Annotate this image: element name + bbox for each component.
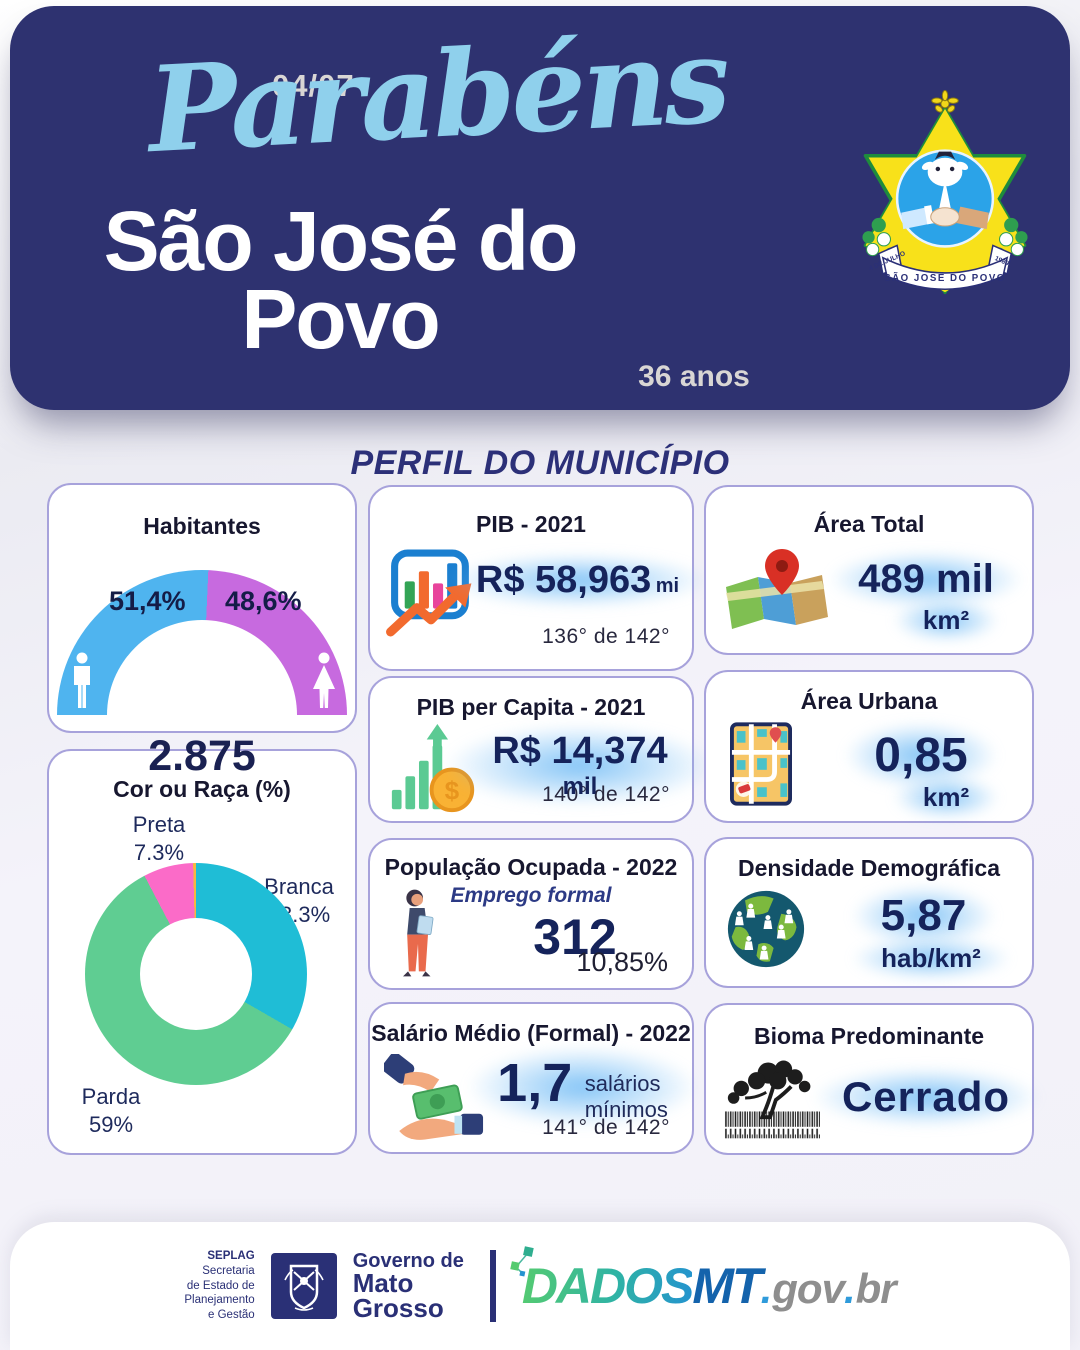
header-banner: 04/07 Parabéns São José do Povo 36 anos xyxy=(10,6,1070,410)
brand-gov: gov xyxy=(772,1265,845,1312)
crest-flower xyxy=(931,90,959,113)
area-urbana-unit-row: km² xyxy=(866,782,1026,813)
crest-cotton-right xyxy=(992,217,1028,260)
parda-label: Parda 59% xyxy=(81,1084,141,1137)
habitantes-title: Habitantes xyxy=(143,513,261,539)
area-urbana-title: Área Urbana xyxy=(800,688,938,714)
densidade-title: Densidade Demográfica xyxy=(737,855,1001,881)
pib-value: R$ 58,963 xyxy=(475,559,652,601)
area-total-unit-row: km² xyxy=(866,605,1026,636)
salario-unit-line2: mínimos xyxy=(584,1096,668,1122)
footer-divider xyxy=(489,1250,496,1322)
salario-title: Salário Médio (Formal) - 2022 xyxy=(371,1020,691,1046)
mt-shield-icon xyxy=(283,1264,324,1311)
area-urbana-card: Área Urbana 0,85 km² xyxy=(704,670,1034,823)
preta-label: Preta 7.3% xyxy=(132,812,186,865)
pib-per-capita-rank: 140° de 142° xyxy=(542,783,670,806)
greeting-script: Parabéns xyxy=(144,10,730,180)
race-donut-chart xyxy=(85,863,307,1085)
male-icon xyxy=(74,652,90,708)
populacao-ocupada-card: População Ocupada - 2022 Emprego formal … xyxy=(368,838,694,990)
network-nodes-icon xyxy=(510,1246,534,1277)
densidade-value-row: 5,87 xyxy=(821,891,1026,941)
densidade-unit: hab/km² xyxy=(881,943,981,973)
map-pin-icon xyxy=(726,549,828,629)
cerrado-tree-icon xyxy=(724,1060,820,1139)
footer-bar: SEPLAG Secretaria de Estado de Planejame… xyxy=(10,1222,1070,1350)
pib-per-capita-card: PIB per Capita - 2021 $ R$ 14,374 mil 14… xyxy=(368,676,694,823)
mato-grosso-crest-logo xyxy=(270,1253,337,1319)
ocupada-percentage: 10,85% xyxy=(576,947,668,977)
salario-value: 1,7 xyxy=(497,1053,573,1113)
female-icon xyxy=(313,652,335,708)
pib-per-capita-unit: mil xyxy=(562,773,598,800)
densidade-unit-row: hab/km² xyxy=(836,943,1026,974)
populacao-ocupada-title: População Ocupada - 2022 xyxy=(384,854,678,880)
brand-dados: DADOS xyxy=(521,1258,695,1314)
anniversary-date: 04/07 xyxy=(272,68,355,103)
pib-per-capita-value: R$ 14,374 xyxy=(492,730,668,772)
municipal-crest-icon: 4 DE JULHO 1989 SÃO JOSÉ DO POVO xyxy=(862,90,1028,295)
salario-value-row: 1,7 salários mínimos xyxy=(480,1052,685,1122)
bioma-card: Bioma Predominante Cerrado xyxy=(704,1003,1034,1155)
emprego-formal-subtitle: Emprego formal xyxy=(450,884,612,907)
pib-value-row: R$ 58,963 mi xyxy=(470,559,685,602)
bioma-value: Cerrado xyxy=(841,1073,1011,1120)
area-total-card: Área Total 489 mil km² xyxy=(704,485,1034,655)
section-title: PERFIL DO MUNICÍPIO xyxy=(350,444,730,482)
habitantes-card: Habitantes 51,4% 48,6% 2.875 xyxy=(47,483,357,780)
area-urbana-unit: km² xyxy=(922,782,970,812)
crest-handshake xyxy=(901,205,989,230)
densidade-card: Densidade Demográfica 5,87 ha xyxy=(704,837,1034,988)
crest-banner-text: SÃO JOSÉ DO POVO xyxy=(884,273,1006,284)
salario-rank: 141° de 142° xyxy=(542,1116,670,1139)
bioma-title: Bioma Predominante xyxy=(753,1023,985,1049)
governo-text: Governo de Mato Grosso xyxy=(352,1249,464,1323)
seplag-text: SEPLAG Secretaria de Estado de Planejame… xyxy=(184,1249,255,1322)
area-total-value-row: 489 mil xyxy=(826,557,1026,602)
brand-br: br xyxy=(855,1265,897,1312)
area-urbana-value: 0,85 xyxy=(874,729,968,782)
pib-unit: mi xyxy=(655,575,680,597)
brand-mt: MT xyxy=(692,1258,762,1314)
densidade-value: 5,87 xyxy=(880,891,967,940)
brand-dot2: . xyxy=(843,1265,856,1312)
bar-chart-growth-icon xyxy=(386,549,472,637)
area-urbana-value-row: 0,85 xyxy=(816,728,1026,783)
pib-card: PIB - 2021 R$ 58,963 mi 136° de 142° xyxy=(368,485,694,671)
municipality-line2: Povo xyxy=(241,272,440,367)
area-total-title: Área Total xyxy=(813,511,925,537)
female-percentage: 48,6% xyxy=(225,586,302,616)
anniversary-years: 36 anos xyxy=(638,360,750,393)
male-percentage: 51,4% xyxy=(109,586,186,616)
woman-clipboard-icon xyxy=(403,889,434,977)
municipality-name: São José do Povo xyxy=(50,194,630,367)
brand-dot1: . xyxy=(760,1265,773,1312)
pib-per-capita-title: PIB per Capita - 2021 xyxy=(416,694,646,720)
ocupada-value-row: 312 xyxy=(475,908,675,966)
cor-raca-card: Cor ou Raça (%) Preta 7.3% Branca 33.3% … xyxy=(47,749,357,1155)
municipality-line1: São José do xyxy=(103,194,579,288)
pib-rank: 136° de 142° xyxy=(542,625,670,648)
donut-hole xyxy=(140,918,252,1030)
dadosmt-logo: DADOSMT.gov.br xyxy=(510,1246,897,1315)
cor-raca-title: Cor ou Raça (%) xyxy=(113,776,291,802)
globe-people-icon xyxy=(727,890,805,968)
area-total-value: 489 mil xyxy=(858,557,994,601)
hand-money-icon xyxy=(384,1054,484,1140)
ocupada-value: 312 xyxy=(533,909,617,965)
footer-logos: SEPLAG Secretaria de Estado de Planejame… xyxy=(10,1222,1070,1350)
pib-title: PIB - 2021 xyxy=(476,511,586,537)
svg-text:$: $ xyxy=(445,776,460,806)
salario-unit-line1: salários xyxy=(584,1071,661,1097)
total-population: 2.875 xyxy=(148,732,256,780)
population-gauge-chart: 51,4% 48,6% 2.875 xyxy=(57,570,347,780)
pib-per-capita-value-row: R$ 14,374 mil xyxy=(475,730,685,801)
bioma-value-row: Cerrado xyxy=(826,1073,1026,1121)
salario-medio-card: Salário Médio (Formal) - 2022 1,7 salári… xyxy=(368,1002,694,1154)
area-total-unit: km² xyxy=(922,605,970,635)
city-map-icon xyxy=(730,722,792,806)
